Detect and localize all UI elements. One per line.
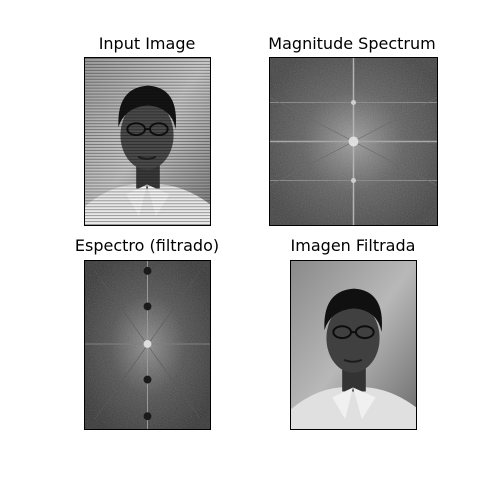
filtered-image-panel <box>290 260 417 430</box>
filtered-portrait-image <box>291 261 416 429</box>
panel-title-magnitude-spectrum: Magnitude Spectrum <box>268 34 436 53</box>
input-image-panel <box>84 57 211 226</box>
spectrum-image <box>270 58 437 225</box>
filtered-spectrum-panel <box>84 260 211 430</box>
magnitude-spectrum-panel <box>269 57 438 226</box>
filtered-spectrum-image <box>85 261 210 429</box>
panel-title-input-image: Input Image <box>98 34 196 53</box>
portrait-image <box>85 58 210 225</box>
panel-title-filtered-image: Imagen Filtrada <box>290 236 416 255</box>
panel-title-filtered-spectrum: Espectro (filtrado) <box>74 236 220 255</box>
